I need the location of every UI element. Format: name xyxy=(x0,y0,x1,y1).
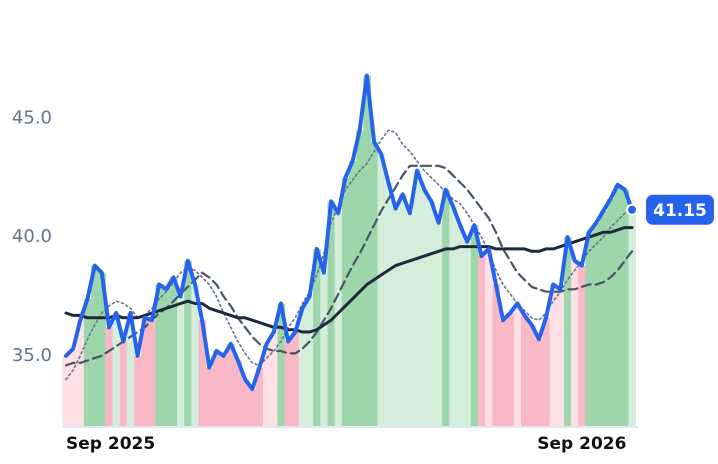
trend-band xyxy=(606,199,615,427)
trend-band xyxy=(370,142,379,427)
series-line xyxy=(64,164,634,367)
trend-band xyxy=(413,170,422,427)
trend-band xyxy=(205,367,214,427)
trend-band xyxy=(198,320,207,427)
trend-band xyxy=(341,177,350,427)
last-value-badge xyxy=(646,194,714,225)
trend-band xyxy=(384,182,393,427)
trend-band xyxy=(69,348,78,427)
trend-band xyxy=(212,351,221,427)
trend-band xyxy=(270,332,278,427)
trend-band xyxy=(592,222,601,427)
trend-band xyxy=(556,289,565,427)
trend-band xyxy=(98,272,106,427)
trend-band xyxy=(169,277,178,427)
x-tick-label: Sep 2026 xyxy=(537,434,626,454)
trend-band xyxy=(621,189,629,427)
trend-band xyxy=(477,256,486,427)
trend-band xyxy=(148,320,157,427)
trend-band xyxy=(349,161,357,428)
trend-band xyxy=(126,313,135,427)
last-point xyxy=(626,203,638,216)
trend-band xyxy=(391,208,400,427)
trend-band xyxy=(599,210,608,427)
trend-band xyxy=(313,248,321,427)
trend-band xyxy=(76,320,85,427)
trend-band xyxy=(255,367,264,427)
trend-band xyxy=(162,289,171,427)
trend-band xyxy=(263,343,271,427)
trend-band xyxy=(571,260,579,427)
trend-band xyxy=(427,201,436,427)
trend-band xyxy=(456,225,465,427)
trend-band xyxy=(334,213,343,427)
trend-band xyxy=(220,355,228,427)
trend-band xyxy=(284,341,293,427)
trend-band xyxy=(327,201,336,427)
trend-band xyxy=(535,339,543,427)
trend-band xyxy=(320,272,329,427)
trend-band xyxy=(470,225,479,427)
trend-band xyxy=(506,313,515,427)
trend-band xyxy=(248,389,257,427)
trend-band xyxy=(628,209,637,427)
trend-band xyxy=(542,317,551,427)
trend-band xyxy=(399,194,407,427)
trend-band xyxy=(191,284,200,427)
trend-band xyxy=(134,355,142,427)
y-tick-label: 35.0 xyxy=(12,345,52,366)
trend-band xyxy=(528,324,536,427)
trend-band xyxy=(563,237,572,427)
trend-band xyxy=(155,284,164,427)
trend-band xyxy=(585,232,594,427)
trend-band xyxy=(234,360,243,427)
trend-band xyxy=(241,379,250,427)
trend-band xyxy=(356,130,364,427)
trend-band xyxy=(492,284,500,427)
trend-band xyxy=(112,313,121,427)
trend-band xyxy=(485,248,493,427)
trend-band xyxy=(463,241,472,427)
trend-band xyxy=(91,265,99,427)
trend-band xyxy=(434,222,443,427)
trend-band xyxy=(614,184,622,427)
series-line xyxy=(64,226,634,334)
trend-band xyxy=(119,341,128,427)
trend-band xyxy=(420,189,429,427)
trend-band xyxy=(298,308,307,427)
trend-band xyxy=(442,189,450,427)
trend-band xyxy=(227,343,235,427)
trend-band xyxy=(177,296,185,427)
trend-band xyxy=(141,317,149,427)
y-tick-label: 40.0 xyxy=(12,226,52,247)
trend-band xyxy=(105,327,114,427)
trend-band xyxy=(291,332,300,427)
trend-band xyxy=(62,355,71,427)
trend-band xyxy=(513,303,522,427)
trend-band xyxy=(306,296,314,427)
trend-band xyxy=(83,298,92,427)
trend-band xyxy=(406,213,414,427)
trend-band xyxy=(277,303,286,427)
trend-band xyxy=(449,206,457,427)
trend-band xyxy=(184,260,192,427)
trend-band xyxy=(499,320,508,427)
trend-band xyxy=(520,315,529,427)
trend-band xyxy=(549,284,558,427)
last-value-label: 41.15 xyxy=(653,201,707,221)
trend-band xyxy=(377,153,386,427)
trend-band xyxy=(578,265,586,427)
y-tick-label: 45.0 xyxy=(12,107,52,128)
series-line xyxy=(64,73,634,391)
x-tick-label: Sep 2025 xyxy=(66,434,155,454)
trend-band xyxy=(363,75,371,427)
